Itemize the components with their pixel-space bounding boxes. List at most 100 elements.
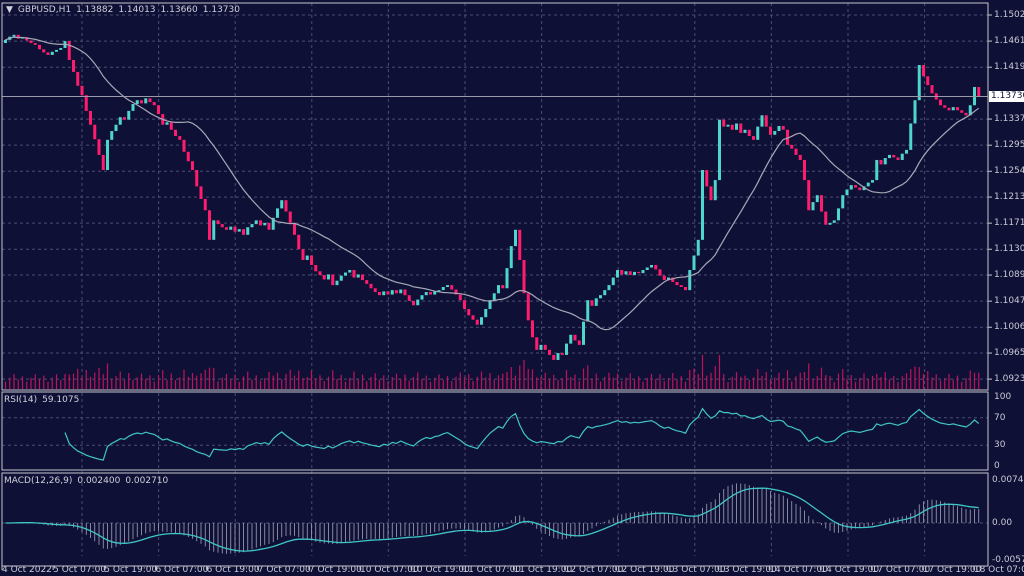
candle [565,343,568,355]
macd-axis-label: 0.00 [992,518,1013,528]
price-axis-label: 1.10890 [994,270,1024,281]
price-axis-label: 1.09235 [994,374,1024,385]
candle [815,195,819,203]
candle [135,100,139,104]
candle [233,226,237,232]
candle [140,100,143,104]
candle [854,185,857,188]
time-axis-label: 12 Oct 07:00 [564,565,624,575]
candle [89,110,92,125]
candle [195,170,199,187]
candle [280,200,284,209]
candle [322,275,326,280]
price-axis-label: 1.13370 [994,114,1024,125]
candle [620,270,624,275]
candle [250,224,254,228]
time-axis-label: 17 Oct 19:00 [922,565,982,575]
time-axis-label: 13 Oct 19:00 [718,565,777,575]
candle [577,340,581,345]
candle [331,274,335,286]
candle [820,195,823,212]
rsi-axis-label: 100 [994,392,1012,402]
candle [106,139,109,171]
candle [446,285,449,287]
candle [55,49,58,52]
candle [148,98,152,103]
candle [879,159,883,165]
candle [841,195,845,209]
time-axis-label: 5 Oct 07:00 [53,565,107,575]
candle [709,186,713,201]
candle [220,224,224,228]
candle [650,264,653,268]
candle [424,292,428,296]
candle [118,117,122,125]
candle [144,98,148,104]
candle [131,103,135,111]
candle [373,288,377,293]
candle [178,136,182,140]
candle [293,222,296,235]
candle [658,269,662,276]
candle [152,102,156,106]
candle [892,154,896,158]
candle [552,354,556,360]
candle [705,170,709,187]
candle [871,180,874,183]
rsi-axis-label: 70 [994,412,1006,423]
candle [101,154,105,171]
candle [67,41,71,60]
candle [752,136,755,140]
candle [611,277,615,286]
candle [586,300,590,322]
time-axis-label: 7 Oct 19:00 [308,565,362,575]
candle [4,39,7,43]
candle [33,42,37,45]
candle [288,211,292,223]
candle [339,275,343,281]
candle [29,40,33,43]
candle [875,159,879,181]
candle [467,309,471,316]
macd-main-value: 0.002400 [77,476,121,486]
candle [314,264,318,272]
candle [271,217,275,230]
candle [633,271,636,276]
candle [246,227,250,235]
candle [556,353,560,360]
candle [539,344,543,350]
candle [186,151,190,162]
candle [505,268,509,289]
candle [866,182,870,187]
time-axis-label: 18 Oct 07:00 [973,565,1024,575]
candle [667,277,670,281]
candle [216,220,220,225]
candle [786,129,789,145]
candle [637,271,641,274]
candle [441,286,445,291]
candle [675,281,679,286]
price-axis-label: 1.10060 [994,322,1024,333]
candle [943,105,947,108]
low-value: 1.13660 [160,5,198,15]
rsi-pane-border [1,391,989,471]
price-axis-label: 1.11300 [994,244,1024,255]
candle [531,320,534,338]
candle [305,255,309,260]
candle [395,290,398,294]
candle [730,124,734,130]
candle [560,353,564,355]
candle [484,309,488,318]
triangle-down-icon[interactable]: ▼ [6,5,13,15]
candle [263,222,267,226]
candle [480,317,483,325]
candle [433,291,437,295]
candle [582,321,585,345]
candle [599,295,602,299]
candle [38,44,41,50]
candle [72,59,75,72]
candle [390,290,394,295]
candle [50,51,54,55]
